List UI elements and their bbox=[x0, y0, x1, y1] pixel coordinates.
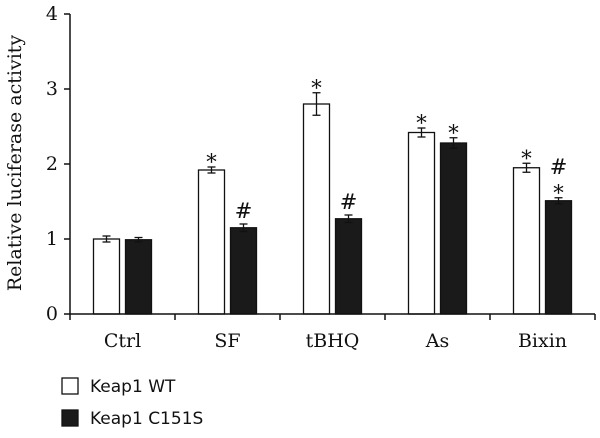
y-tick-label: 3 bbox=[46, 78, 58, 100]
significance-mark: # bbox=[340, 190, 358, 214]
y-axis-title: Relative luciferase activity bbox=[4, 35, 26, 292]
x-tick-label: Bixin bbox=[518, 330, 567, 352]
bar bbox=[407, 131, 436, 315]
y-tick-label: 1 bbox=[46, 228, 58, 250]
x-tick-label: tBHQ bbox=[306, 330, 360, 352]
significance-mark: # bbox=[550, 155, 568, 179]
bar bbox=[124, 239, 153, 315]
bar bbox=[439, 142, 468, 315]
bar bbox=[512, 167, 541, 315]
y-tick-label: 2 bbox=[46, 153, 58, 175]
x-tick-label: As bbox=[425, 330, 449, 352]
x-tick-label: SF bbox=[214, 330, 240, 352]
bar bbox=[302, 103, 331, 315]
y-axis: 0 1 2 3 4 bbox=[46, 3, 71, 325]
significance-mark: * bbox=[448, 121, 459, 145]
bar bbox=[229, 227, 258, 315]
significance-mark: * bbox=[206, 150, 217, 174]
bar bbox=[197, 169, 226, 315]
x-tick-label: Ctrl bbox=[104, 330, 141, 352]
y-tick-label: 0 bbox=[46, 303, 58, 325]
significance-mark: * bbox=[416, 111, 427, 135]
significance-mark: # bbox=[235, 199, 253, 223]
bar bbox=[544, 200, 573, 315]
legend-label: Keap1 WT bbox=[90, 377, 176, 397]
legend-swatch bbox=[61, 409, 79, 427]
legend: Keap1 WT Keap1 C151S bbox=[61, 377, 203, 429]
significance-mark: * bbox=[311, 76, 322, 100]
legend-swatch bbox=[61, 377, 79, 395]
bar bbox=[92, 238, 121, 315]
bars: *#*#* ***# bbox=[92, 76, 573, 315]
bar bbox=[334, 218, 363, 315]
x-axis: Ctrl SF tBHQ As Bixin bbox=[69, 313, 596, 352]
significance-mark: * bbox=[553, 181, 564, 205]
y-tick-label: 4 bbox=[46, 3, 58, 25]
significance-mark: * bbox=[521, 146, 532, 170]
legend-label: Keap1 C151S bbox=[90, 409, 203, 429]
